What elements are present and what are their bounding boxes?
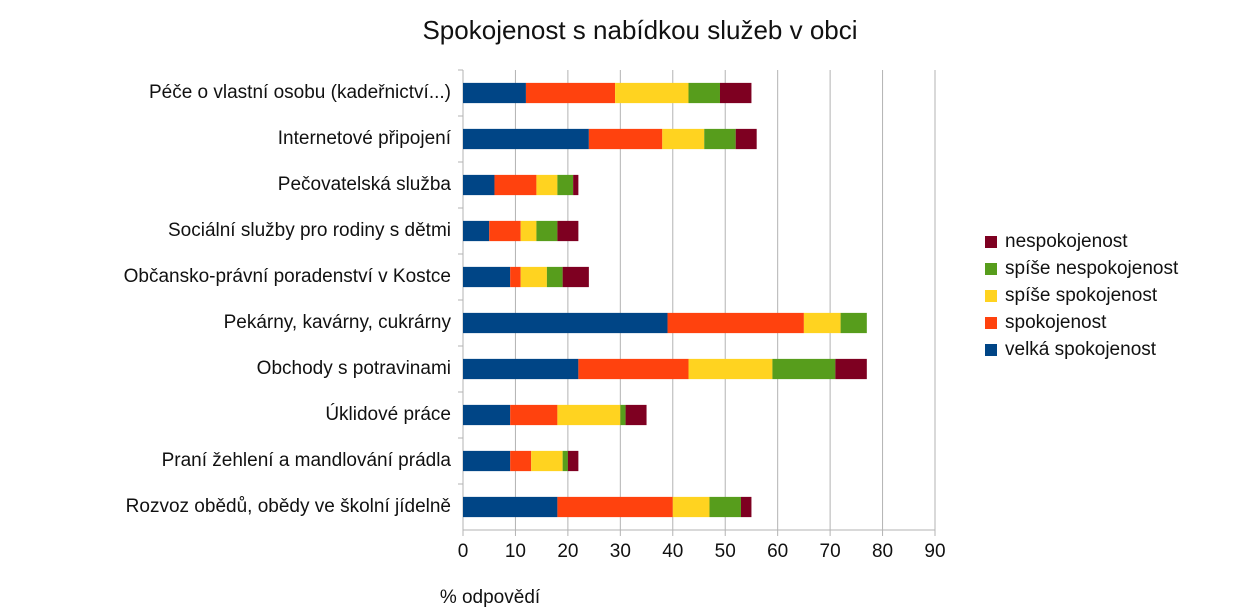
y-tick-label: Sociální služby pro rodiny s dětmi: [168, 220, 451, 241]
bar-segment: [803, 312, 841, 334]
y-tick-label: Občansko-právní poradenství v Kostce: [124, 266, 451, 287]
bar-segment: [463, 220, 490, 242]
bar-segment: [588, 128, 663, 150]
bar-segment: [520, 266, 547, 288]
bar-segment: [562, 450, 568, 472]
bar-segment: [546, 266, 563, 288]
bar-segment: [719, 82, 752, 104]
bar-segment: [688, 358, 773, 380]
bar-segment: [489, 220, 521, 242]
x-tick-label: 70: [820, 541, 841, 562]
y-tick-label: Obchody s potravinami: [257, 358, 451, 379]
bar-segment: [740, 496, 752, 518]
x-tick-label: 0: [458, 541, 469, 562]
bar-segment: [672, 496, 710, 518]
y-tick-label: Péče o vlastní osobu (kadeřnictví...): [149, 82, 451, 103]
bar-segment: [620, 404, 626, 426]
bar-segment: [510, 266, 521, 288]
bar-segment: [557, 220, 579, 242]
x-tick-label: 40: [662, 541, 683, 562]
x-tick-label: 20: [557, 541, 578, 562]
bar-segment: [463, 450, 511, 472]
chart-title: Spokojenost s nabídkou služeb v obci: [422, 15, 857, 45]
legend-swatch: [985, 290, 997, 302]
bar-segment: [510, 450, 532, 472]
bar-segment: [463, 404, 511, 426]
bar-segment: [772, 358, 836, 380]
bar-segment: [662, 128, 705, 150]
bar-segment: [625, 404, 647, 426]
bar-segment: [557, 404, 621, 426]
x-tick-label: 50: [715, 541, 736, 562]
legend-label: velká spokojenost: [1005, 339, 1157, 360]
legend-label: spíše nespokojenost: [1005, 258, 1179, 279]
bar-segment: [463, 496, 558, 518]
bar-segment: [688, 82, 720, 104]
x-axis-label: % odpovědí: [440, 587, 541, 608]
legend-label: spíše spokojenost: [1005, 285, 1158, 306]
legend-swatch: [985, 344, 997, 356]
x-tick-label: 80: [872, 541, 893, 562]
x-tick-label: 90: [924, 541, 945, 562]
bar-segment: [520, 220, 537, 242]
legend-label: nespokojenost: [1005, 231, 1128, 252]
bar-segment: [835, 358, 867, 380]
bar-segment: [735, 128, 757, 150]
legend-swatch: [985, 263, 997, 275]
legend-swatch: [985, 317, 997, 329]
bar-segment: [525, 82, 616, 104]
bar-segment: [531, 450, 563, 472]
bar-segment: [573, 174, 579, 196]
bar-segment: [704, 128, 736, 150]
bar-segment: [615, 82, 689, 104]
bar-segment: [667, 312, 804, 334]
y-tick-label: Rozvoz obědů, obědy ve školní jídelně: [126, 496, 451, 517]
bar-segment: [536, 220, 558, 242]
x-tick-label: 30: [610, 541, 631, 562]
bar-segment: [840, 312, 867, 334]
bar-segment: [578, 358, 689, 380]
y-tick-label: Pečovatelská služba: [278, 174, 452, 195]
bar-segment: [562, 266, 589, 288]
y-tick-label: Úklidové práce: [325, 403, 451, 425]
bar-segment: [536, 174, 558, 196]
bar-segment: [463, 266, 511, 288]
bar-segment: [463, 82, 526, 104]
bar-segment: [463, 358, 579, 380]
y-tick-label: Pekárny, kavárny, cukrárny: [224, 312, 452, 333]
y-tick-label: Praní žehlení a mandlování prádla: [162, 450, 452, 471]
x-tick-label: 60: [767, 541, 788, 562]
bar-segment: [709, 496, 741, 518]
bar-segment: [557, 496, 673, 518]
legend-label: spokojenost: [1005, 312, 1107, 333]
bar-segment: [463, 174, 495, 196]
bar-segment: [494, 174, 537, 196]
bar-segment: [510, 404, 558, 426]
bar-segment: [557, 174, 574, 196]
bar-segment: [463, 312, 668, 334]
y-tick-label: Internetové připojení: [278, 128, 452, 149]
bar-segment: [567, 450, 579, 472]
bar-segment: [463, 128, 589, 150]
x-tick-label: 10: [505, 541, 526, 562]
legend-swatch: [985, 236, 997, 248]
